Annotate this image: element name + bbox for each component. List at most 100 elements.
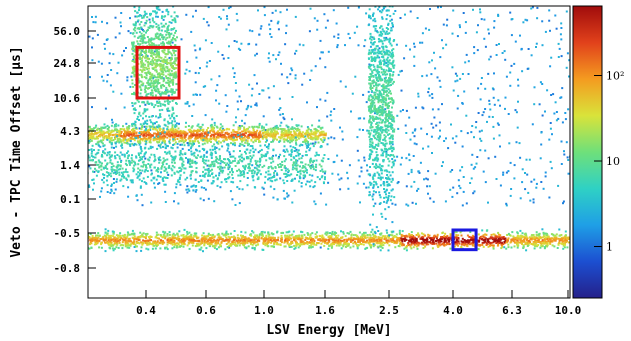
- heatmap-cell: [93, 238, 96, 241]
- heatmap-cell: [261, 234, 264, 237]
- heatmap-cell: [561, 237, 564, 240]
- heatmap-cell: [446, 18, 449, 21]
- heatmap-cell: [202, 137, 204, 140]
- heatmap-cell: [135, 132, 138, 134]
- heatmap-cell: [517, 235, 520, 238]
- heatmap-cell: [319, 246, 322, 249]
- heatmap-cell: [253, 74, 256, 77]
- heatmap-cell: [235, 136, 238, 139]
- heatmap-cell: [362, 182, 365, 185]
- heatmap-cell: [213, 143, 216, 146]
- heatmap-cell: [314, 135, 317, 137]
- heatmap-cell: [530, 243, 533, 245]
- heatmap-cell: [523, 238, 525, 241]
- heatmap-cell: [470, 177, 473, 180]
- heatmap-cell: [443, 243, 445, 246]
- heatmap-cell: [309, 137, 312, 140]
- heatmap-cell: [213, 244, 216, 247]
- heatmap-cell: [335, 22, 338, 25]
- heatmap-cell: [484, 149, 487, 152]
- heatmap-cell: [227, 168, 230, 171]
- heatmap-cell: [190, 185, 193, 188]
- heatmap-cell: [549, 127, 552, 130]
- heatmap-cell: [168, 142, 171, 145]
- heatmap-cell: [444, 200, 447, 203]
- heatmap-cell: [140, 193, 143, 196]
- heatmap-cell: [197, 141, 200, 144]
- heatmap-cell: [267, 239, 270, 242]
- heatmap-cell: [331, 238, 334, 241]
- heatmap-cell: [217, 142, 220, 145]
- heatmap-cell: [296, 127, 299, 130]
- heatmap-cell: [489, 108, 492, 111]
- heatmap-cell: [184, 102, 187, 105]
- heatmap-cell: [326, 241, 329, 244]
- heatmap-cell: [97, 149, 100, 152]
- heatmap-cell: [351, 92, 354, 95]
- heatmap-cell: [141, 139, 144, 142]
- heatmap-cell: [441, 236, 444, 238]
- heatmap-cell: [343, 241, 346, 244]
- heatmap-cell: [461, 166, 464, 169]
- heatmap-cell: [227, 147, 230, 150]
- heatmap-cell: [217, 236, 220, 239]
- heatmap-cell: [325, 132, 327, 135]
- heatmap-cell: [195, 240, 198, 242]
- heatmap-cell: [269, 28, 272, 31]
- heatmap-cell: [193, 161, 196, 164]
- heatmap-cell: [211, 161, 214, 163]
- heatmap-cell: [369, 45, 372, 48]
- heatmap-cell: [404, 235, 407, 238]
- heatmap-cell: [98, 128, 101, 131]
- heatmap-cell: [419, 237, 422, 240]
- heatmap-cell: [347, 6, 350, 9]
- heatmap-cell: [98, 129, 101, 132]
- heatmap-cell: [250, 234, 253, 237]
- heatmap-cell: [488, 99, 491, 102]
- heatmap-cell: [398, 240, 401, 243]
- heatmap-cell: [223, 166, 226, 169]
- heatmap-cell: [164, 237, 167, 240]
- heatmap-cell: [246, 157, 248, 160]
- heatmap-cell: [515, 241, 518, 244]
- heatmap-cell: [133, 168, 136, 171]
- heatmap-cell: [176, 170, 179, 173]
- heatmap-cell: [151, 125, 154, 128]
- heatmap-cell: [257, 9, 259, 12]
- heatmap-cell: [418, 234, 421, 237]
- heatmap-cell: [266, 133, 269, 135]
- heatmap-cell: [236, 242, 239, 245]
- heatmap-cell: [139, 235, 142, 238]
- heatmap-cell: [178, 140, 181, 143]
- heatmap-cell: [405, 157, 408, 160]
- heatmap-cell: [236, 234, 239, 237]
- heatmap-cell: [365, 186, 368, 189]
- heatmap-cell: [309, 239, 312, 241]
- heatmap-cell: [170, 238, 173, 241]
- heatmap-cell: [352, 242, 355, 245]
- heatmap-cell: [564, 118, 567, 121]
- heatmap-cell: [460, 245, 463, 248]
- heatmap-cell: [190, 150, 193, 153]
- heatmap-cell: [255, 104, 258, 107]
- heatmap-cell: [299, 238, 302, 241]
- heatmap-cell: [283, 145, 286, 148]
- heatmap-cell: [525, 238, 528, 241]
- heatmap-cell: [161, 242, 164, 245]
- heatmap-cell: [560, 27, 563, 29]
- heatmap-cell: [316, 106, 318, 109]
- heatmap-cell: [150, 243, 153, 246]
- heatmap-cell: [191, 134, 194, 137]
- heatmap-cell: [206, 141, 209, 144]
- heatmap-cell: [455, 239, 458, 242]
- heatmap-cell: [173, 200, 175, 203]
- heatmap-cell: [267, 166, 270, 168]
- heatmap-cell: [197, 154, 199, 157]
- heatmap-cell: [522, 21, 525, 24]
- heatmap-cell: [489, 236, 492, 239]
- heatmap-cell: [323, 139, 326, 142]
- heatmap-cell: [513, 164, 516, 167]
- heatmap-cell: [219, 157, 221, 160]
- heatmap-cell: [181, 147, 184, 150]
- heatmap-cell: [400, 89, 403, 92]
